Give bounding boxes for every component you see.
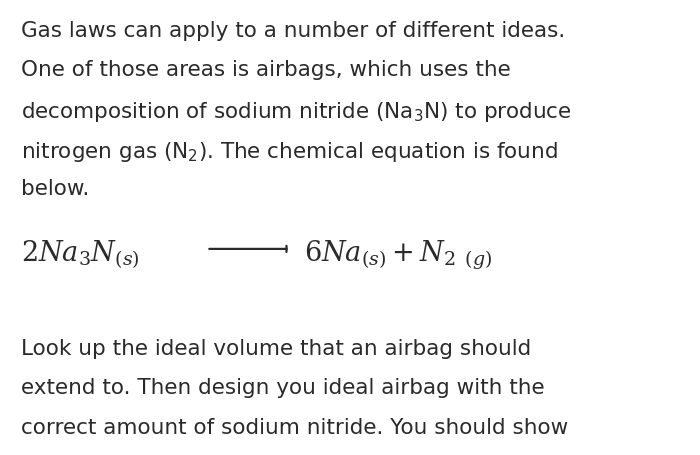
Text: decomposition of sodium nitride (Na$_3$N) to produce: decomposition of sodium nitride (Na$_3$N…: [21, 100, 572, 124]
Text: $6Na_{(s)} + N_{2}\ _{(g)}$: $6Na_{(s)} + N_{2}\ _{(g)}$: [304, 238, 493, 271]
Text: $2Na_3N_{(s)}$: $2Na_3N_{(s)}$: [21, 238, 140, 270]
Text: below.: below.: [21, 179, 90, 199]
Text: Look up the ideal volume that an airbag should: Look up the ideal volume that an airbag …: [21, 338, 531, 358]
Text: extend to. Then design you ideal airbag with the: extend to. Then design you ideal airbag …: [21, 378, 545, 398]
Text: One of those areas is airbags, which uses the: One of those areas is airbags, which use…: [21, 60, 511, 80]
Text: correct amount of sodium nitride. You should show: correct amount of sodium nitride. You sh…: [21, 417, 568, 437]
Text: nitrogen gas (N$_2$). The chemical equation is found: nitrogen gas (N$_2$). The chemical equat…: [21, 139, 558, 163]
Text: Gas laws can apply to a number of different ideas.: Gas laws can apply to a number of differ…: [21, 20, 566, 40]
